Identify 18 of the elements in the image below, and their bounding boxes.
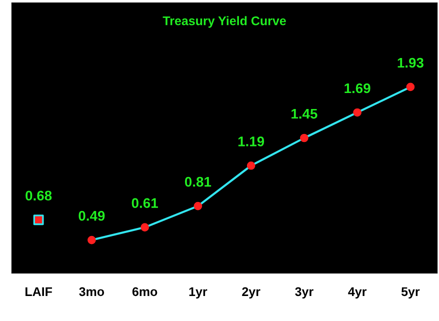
x-tick-label: LAIF xyxy=(26,287,52,296)
point xyxy=(33,214,44,226)
x-tick-label: 5yr xyxy=(401,287,420,299)
x-tick-label: 4yr xyxy=(348,287,367,299)
data-label: 0.81 xyxy=(184,176,212,187)
x-tick-label: 6mo xyxy=(132,287,158,296)
x-tick-label: 1yr xyxy=(189,287,208,299)
data-label: 0.61 xyxy=(132,198,158,208)
data-label: 1.19 xyxy=(238,136,264,146)
data-label: 1.93 xyxy=(398,58,424,68)
data-label: 0.68 xyxy=(26,190,52,201)
x-tick-label: 2yr xyxy=(242,287,260,299)
data-label: 1.69 xyxy=(344,83,370,94)
text: Treasury Yield Curve xyxy=(162,16,286,28)
x-tick-label: 3mo xyxy=(79,287,104,296)
x-tick-label: 3yr xyxy=(295,287,314,299)
data-label: 1.45 xyxy=(292,109,318,119)
data-label: 0.49 xyxy=(78,210,105,221)
